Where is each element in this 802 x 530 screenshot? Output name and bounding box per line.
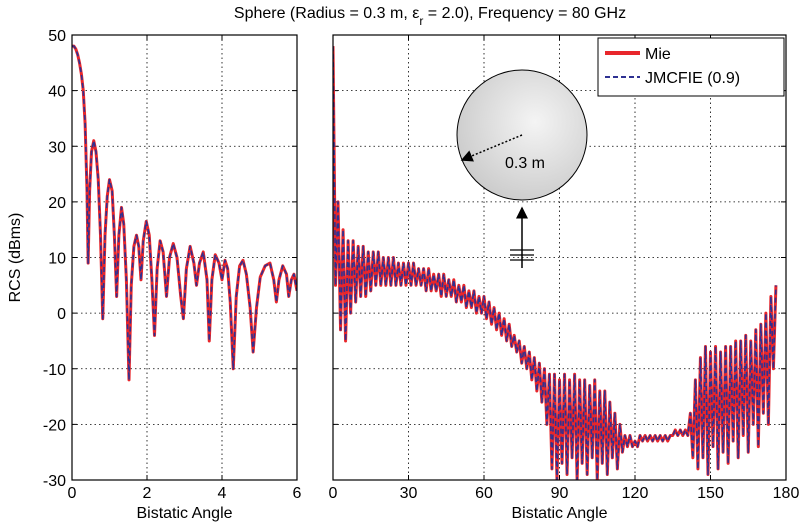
x-tick-label: 90 [551, 485, 569, 502]
legend-label: JMCFIE (0.9) [645, 70, 740, 87]
x-tick-label: 4 [218, 485, 227, 502]
plot-lines [72, 44, 297, 382]
series-line [72, 45, 297, 381]
x-tick-label: 60 [475, 485, 493, 502]
radius-arrow [460, 134, 523, 162]
x-tick-label: 2 [143, 485, 152, 502]
x-axis-label: Bistatic Angle [511, 505, 607, 522]
y-tick-label: -10 [43, 362, 66, 379]
y-tick-label: 0 [57, 306, 66, 323]
y-tick-label: 40 [48, 84, 66, 101]
plot-frame [332, 34, 787, 481]
plot-lines [333, 46, 778, 480]
y-tick-label: 10 [48, 251, 66, 268]
y-tick-label: -30 [43, 473, 66, 490]
x-tick-label: 30 [400, 485, 418, 502]
figure-title: Sphere (Radius = 0.3 m, εr = 2.0), Frequ… [234, 5, 626, 28]
inset-diagram: 0.3 m [456, 69, 588, 268]
y-axis-label: RCS (dBms) [7, 213, 24, 303]
x-tick-label: 6 [293, 485, 302, 502]
x-tick-label: 180 [773, 485, 800, 502]
y-tick-label: -20 [43, 417, 66, 434]
x-tick-label: 0 [68, 485, 77, 502]
y-tick-label: 20 [48, 195, 66, 212]
title-part: Sphere (Radius = 0.3 m, ε [234, 5, 419, 22]
x-axis-label: Bistatic Angle [136, 505, 232, 522]
legend-box [597, 37, 785, 97]
y-tick-label: 50 [48, 28, 66, 45]
legend-label: Mie [645, 46, 671, 63]
radius-label: 0.3 m [505, 155, 545, 172]
x-tick-label: 150 [697, 485, 724, 502]
x-tick-label: 0 [329, 485, 338, 502]
title-subscript: r [419, 14, 423, 28]
y-tick-label: 30 [48, 139, 66, 156]
series-line [333, 46, 777, 480]
x-tick-label: 120 [622, 485, 649, 502]
plot-frame [71, 34, 298, 481]
title-part: = 2.0), Frequency = 80 GHz [423, 5, 626, 22]
